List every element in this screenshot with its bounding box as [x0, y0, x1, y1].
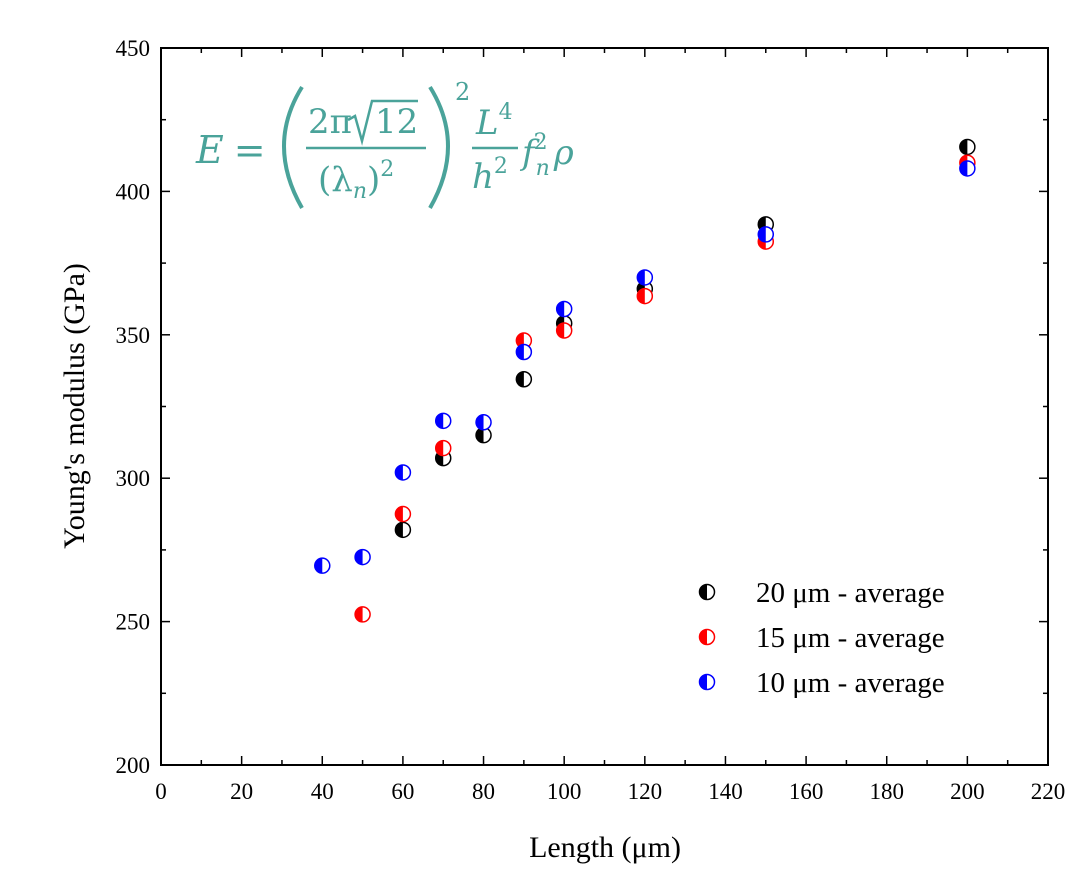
y-tick-label: 450 — [116, 36, 151, 61]
x-tick-label: 140 — [708, 779, 743, 804]
data-point — [515, 332, 533, 349]
legend-marker-20um — [698, 583, 716, 601]
equation-numerator-2pi: 2π — [308, 102, 352, 142]
data-point — [475, 414, 492, 431]
y-tick-label: 350 — [116, 323, 151, 348]
x-tick-label: 80 — [472, 779, 495, 804]
data-point — [434, 439, 452, 457]
x-tick-label: 0 — [155, 779, 167, 804]
data-point — [394, 505, 412, 523]
x-tick-label: 200 — [950, 779, 985, 804]
y-tick-label: 200 — [116, 753, 151, 778]
x-tick-label: 160 — [789, 779, 824, 804]
equation-numerator-root: 12 — [375, 102, 418, 142]
equation-h2: h2 — [472, 154, 508, 197]
axis-ticks — [160, 47, 1049, 766]
data-point — [959, 138, 976, 156]
data-point — [515, 343, 533, 361]
legend-item-20um: 20 μm - average — [698, 577, 945, 609]
y-tick-label: 400 — [116, 179, 151, 204]
data-point — [555, 322, 573, 339]
equation-L4: L4 — [475, 100, 513, 143]
x-tick-label: 40 — [311, 779, 334, 804]
legend-marker-glyph — [698, 673, 716, 691]
data-point — [757, 226, 775, 243]
equation-sqrt-sign — [347, 99, 418, 146]
x-tick-labels: 0 20 40 60 80 100 120 140 160 180 200 220 — [155, 779, 1065, 804]
legend-marker-15um — [698, 628, 716, 646]
legend: 20 μm - average 15 μm - average 10 μm - … — [698, 577, 945, 699]
x-tick-label: 120 — [628, 779, 663, 804]
y-axis-title: Young's modulus (GPa) — [58, 263, 91, 549]
data-point — [394, 464, 412, 481]
plot-frame — [160, 47, 1049, 766]
x-axis-title: Length (μm) — [529, 831, 681, 864]
legend-label-10um: 10 μm - average — [756, 667, 945, 699]
legend-marker-glyph — [698, 628, 716, 646]
data-point — [959, 160, 976, 177]
data-point — [636, 287, 654, 305]
legend-marker-10um — [698, 673, 716, 691]
data-point — [394, 521, 412, 539]
data-point — [434, 412, 452, 430]
data-point — [636, 269, 654, 286]
legend-item-10um: 10 μm - average — [698, 667, 945, 699]
data-point — [314, 557, 331, 574]
y-tick-label: 250 — [116, 610, 151, 635]
data-points — [314, 138, 976, 623]
legend-label-15um: 15 μm - average — [756, 622, 945, 654]
legend-item-15um: 15 μm - average — [698, 622, 945, 654]
equation-annotation: E = 2π 12 (λn)2 2 L4 h2 f2 n ρ — [195, 78, 574, 209]
x-tick-label: 180 — [869, 779, 904, 804]
x-tick-label: 100 — [547, 779, 582, 804]
equation-lhs: E = — [195, 128, 266, 172]
x-tick-label: 20 — [230, 779, 253, 804]
equation-denominator: (λn)2 — [318, 157, 394, 204]
data-point — [555, 300, 573, 318]
data-point — [515, 371, 533, 388]
equation-right-paren — [428, 85, 450, 209]
y-tick-label: 300 — [116, 466, 151, 491]
data-point — [354, 606, 371, 623]
legend-label-20um: 20 μm - average — [756, 577, 945, 609]
equation-outer-exponent: 2 — [455, 78, 470, 106]
y-tick-labels: 200 250 300 350 400 450 — [116, 36, 151, 778]
x-tick-label: 60 — [391, 779, 414, 804]
equation-left-paren — [282, 85, 304, 209]
equation-f-rho: f2 n ρ — [519, 130, 574, 181]
legend-marker-glyph — [698, 583, 716, 601]
x-tick-label: 220 — [1031, 779, 1066, 804]
data-point — [354, 548, 371, 566]
